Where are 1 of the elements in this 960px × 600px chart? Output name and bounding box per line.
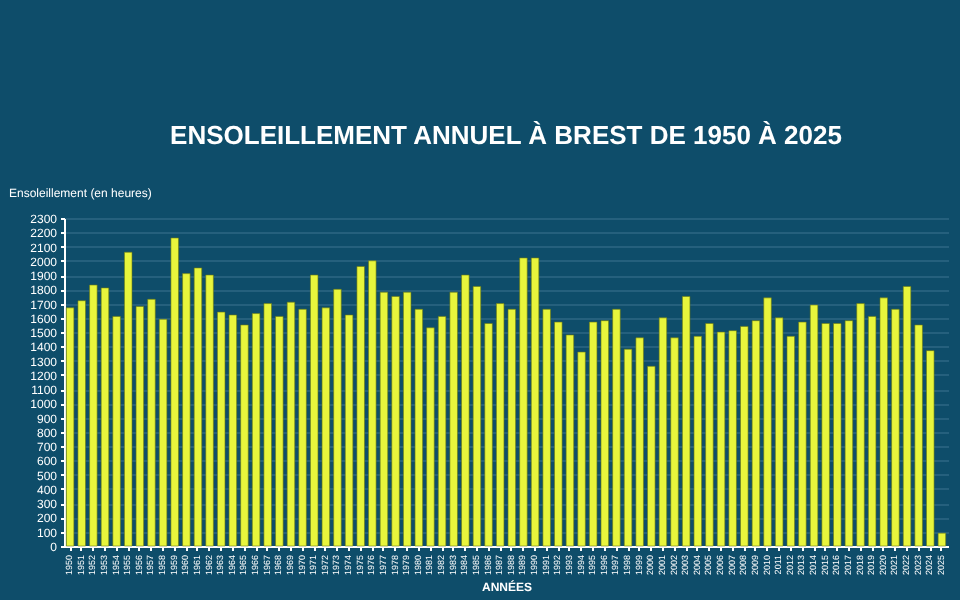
chart-title: ENSOLEILLEMENT ANNUEL À BREST DE 1950 À 2025 (170, 120, 842, 150)
